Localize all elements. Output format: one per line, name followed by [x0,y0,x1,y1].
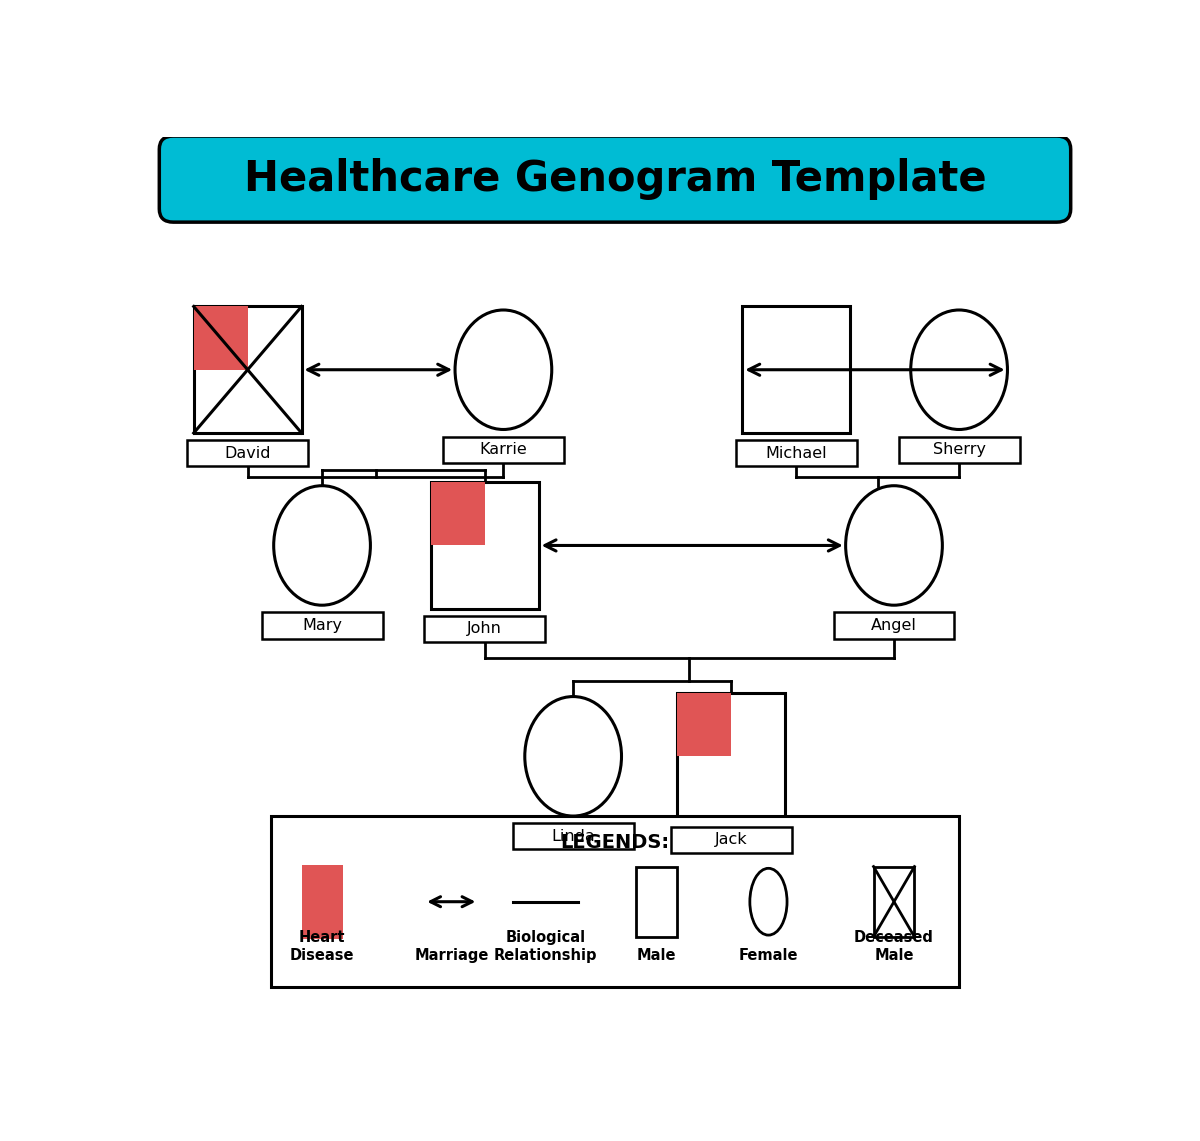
Bar [431,483,539,608]
Text: Male: Male [637,948,677,963]
FancyBboxPatch shape [160,136,1070,222]
Bar [671,826,792,853]
Bar [743,307,851,432]
Bar [271,816,959,987]
Bar [425,616,545,642]
Text: Biological
Relationship: Biological Relationship [493,930,598,963]
Text: Deceased
Male: Deceased Male [854,930,934,963]
Text: Marriage: Marriage [414,948,488,963]
Bar [736,440,857,467]
Ellipse shape [846,486,942,605]
Text: LEGENDS:: LEGENDS: [560,833,670,852]
Ellipse shape [750,868,787,936]
Bar [193,307,301,432]
Bar [512,823,634,849]
Bar [677,693,785,819]
Ellipse shape [455,310,552,429]
Bar [193,307,247,370]
Text: Jack: Jack [715,832,748,848]
Bar [431,483,485,545]
Text: Healthcare Genogram Template: Healthcare Genogram Template [244,159,986,200]
Ellipse shape [524,696,622,816]
Text: Female: Female [739,948,798,963]
Text: Angel: Angel [871,618,917,633]
Text: Linda: Linda [551,828,595,843]
Ellipse shape [911,310,1008,429]
Bar [677,693,731,756]
Text: David: David [224,446,271,461]
Bar [301,865,342,939]
Text: Heart
Disease: Heart Disease [290,930,354,963]
Text: Mary: Mary [302,618,342,633]
Bar [187,440,308,467]
Bar [636,866,677,937]
Text: Sherry: Sherry [932,443,985,458]
Text: Michael: Michael [766,446,827,461]
Bar [443,437,564,463]
Bar [899,437,1020,463]
Bar [262,613,383,639]
Text: John: John [467,622,503,637]
Text: Karrie: Karrie [480,443,527,458]
Ellipse shape [274,486,371,605]
Bar [834,613,954,639]
Bar [874,866,914,937]
